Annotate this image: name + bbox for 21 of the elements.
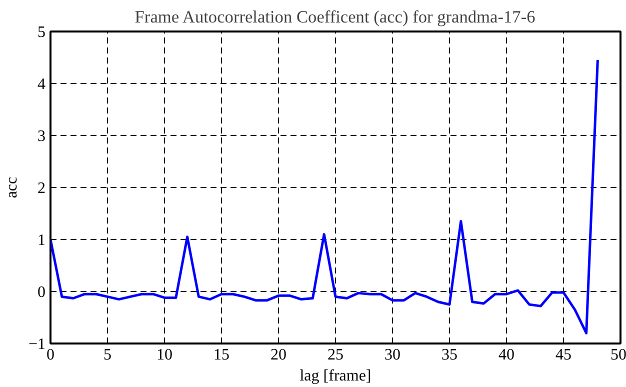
y-tick-label: 4 [38, 76, 46, 93]
y-tick-label: −1 [28, 336, 46, 353]
x-tick-label: 25 [328, 346, 344, 364]
y-tick-label: 1 [38, 232, 46, 249]
chart-title: Frame Autocorrelation Coefficent (acc) for grandma-17-6 [134, 8, 536, 26]
y-tick-label: 3 [38, 128, 46, 145]
x-tick-label: 40 [498, 346, 514, 364]
x-tick-label: 20 [270, 346, 286, 364]
x-tick-label: 50 [610, 346, 626, 364]
x-axis-title: lag [frame] [300, 368, 372, 384]
x-tick-label: 10 [156, 346, 172, 364]
y-tick-label: 0 [38, 284, 46, 301]
y-tick-label: 5 [38, 24, 46, 41]
line-series [50, 58, 599, 334]
x-tick-label: 5 [104, 346, 112, 364]
y-axis-title: acc [3, 176, 20, 198]
x-tick-label: 45 [556, 346, 572, 364]
x-tick-label: 35 [442, 346, 458, 364]
y-tick-label: 2 [38, 180, 46, 197]
x-tick-label: 15 [214, 346, 230, 364]
x-tick-label: 30 [384, 346, 400, 364]
